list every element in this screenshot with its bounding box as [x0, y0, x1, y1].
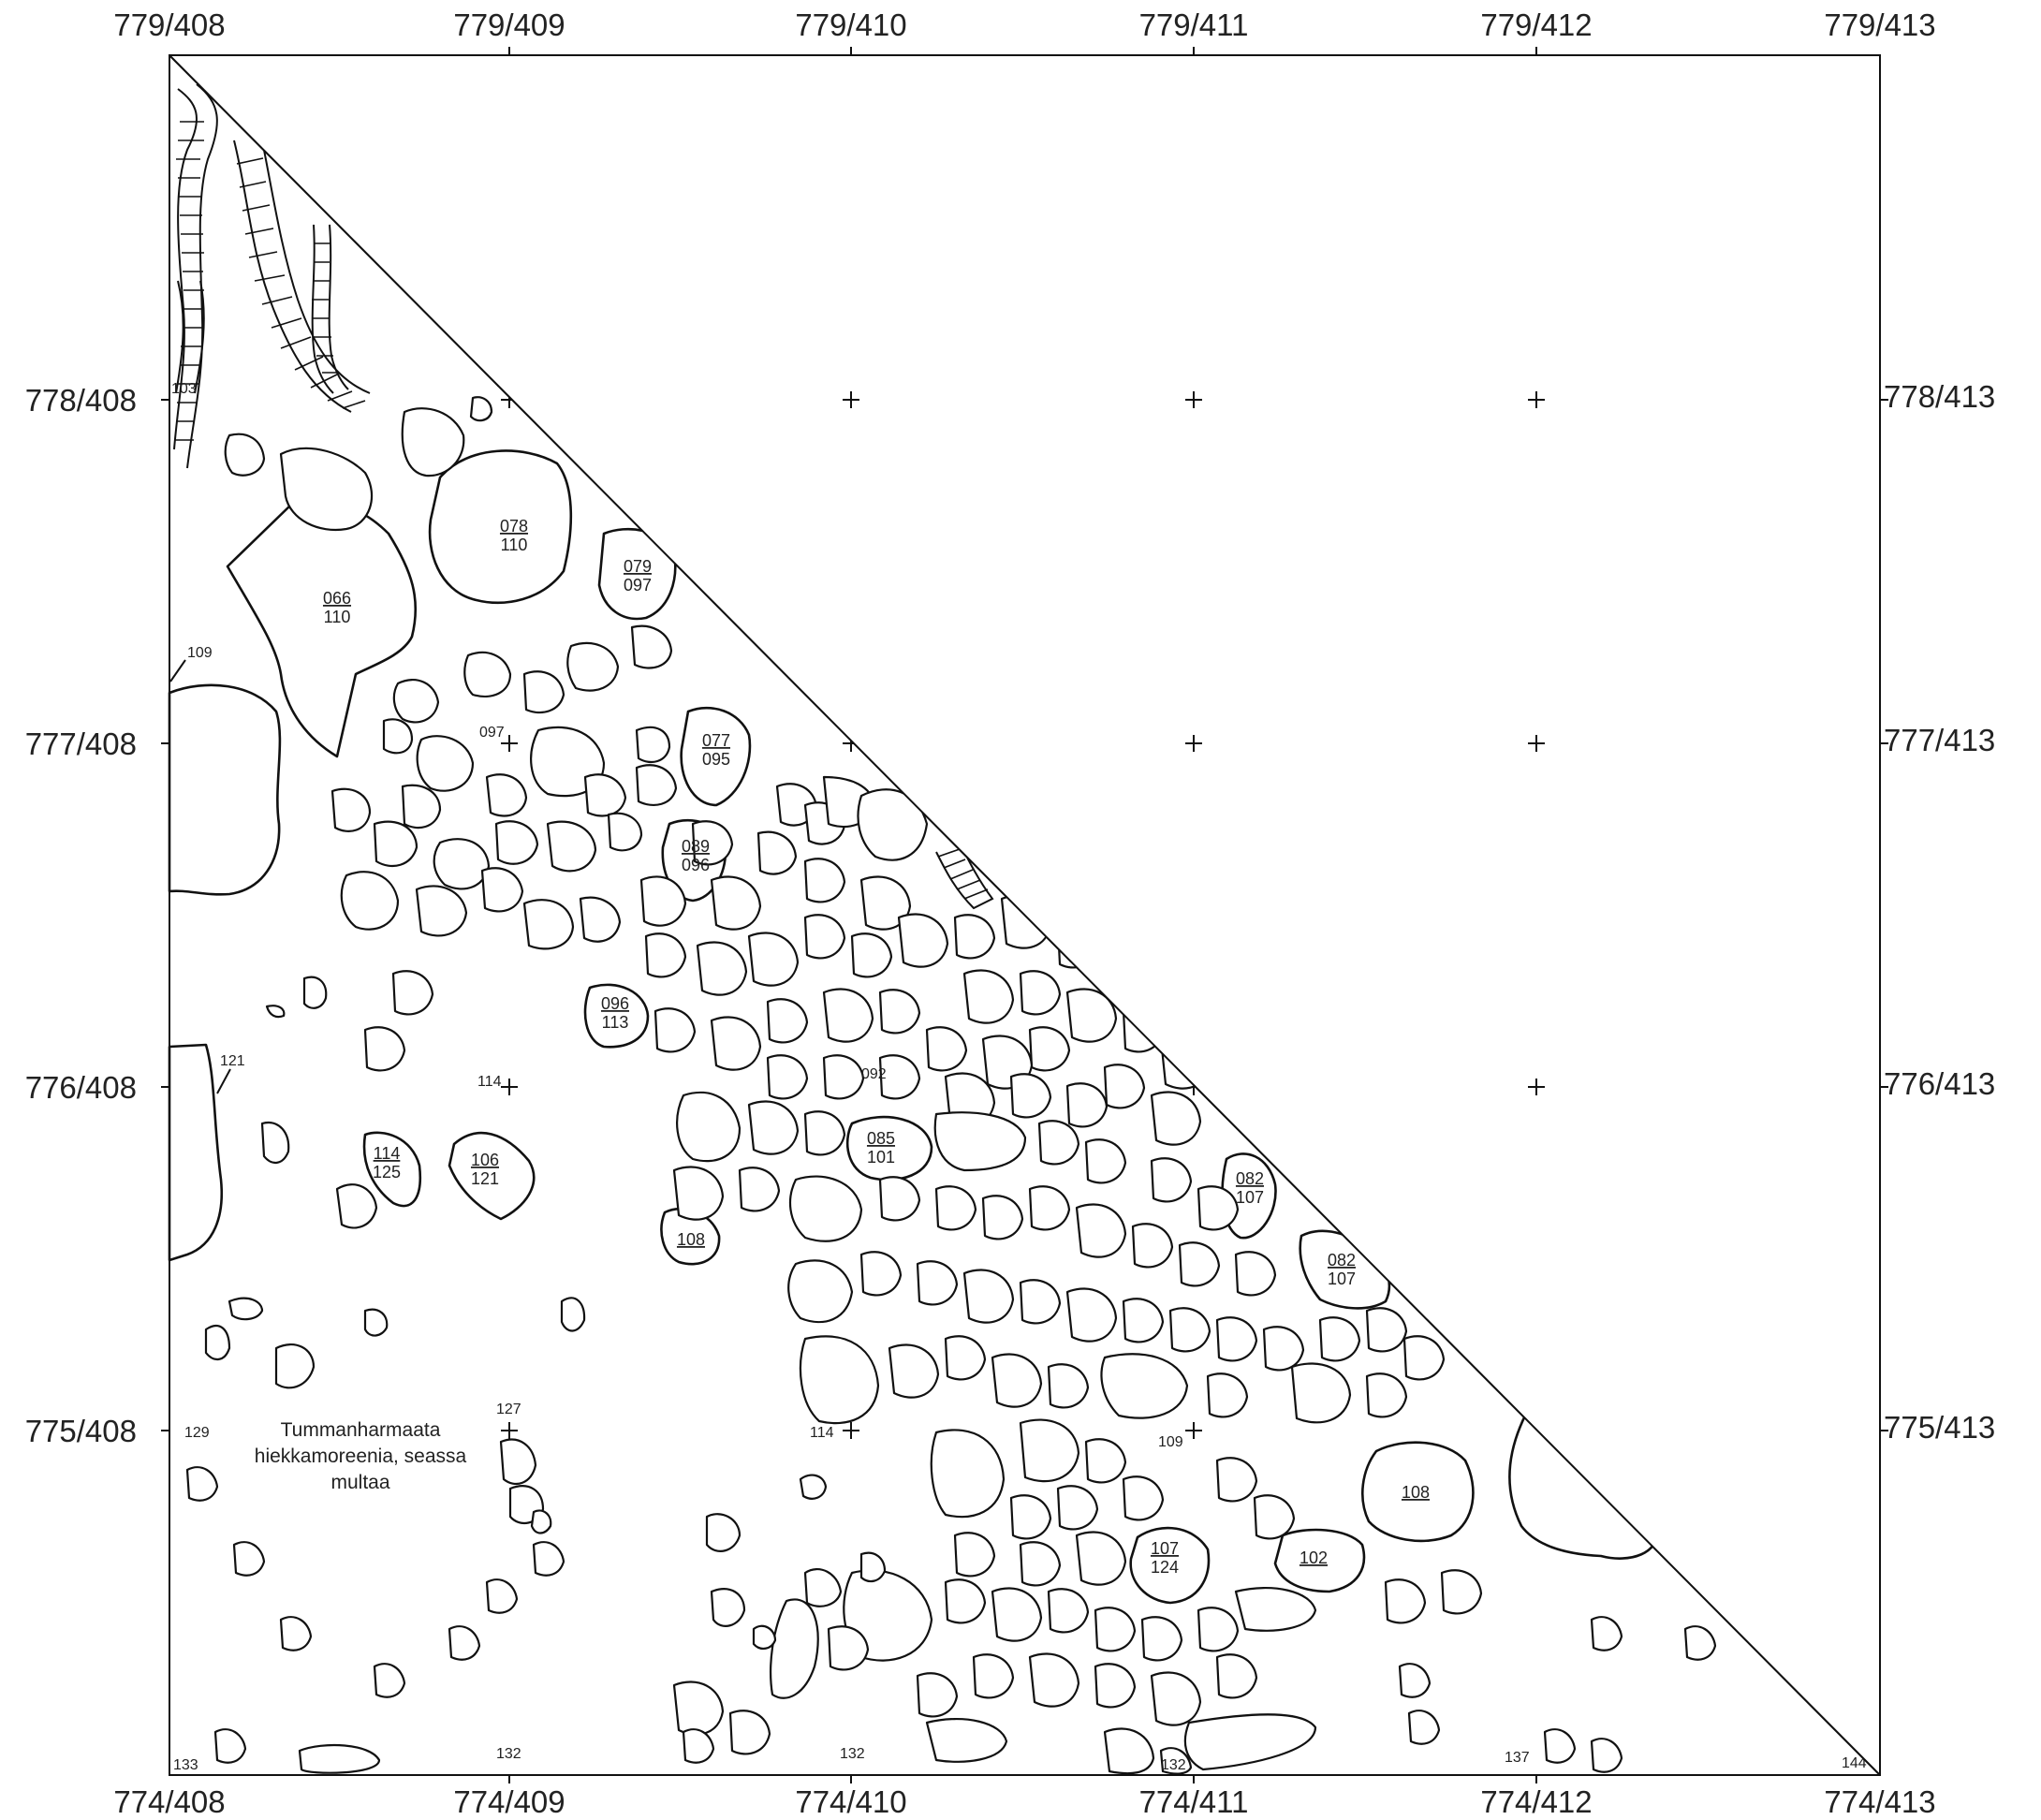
- stone-102: [1273, 1528, 1366, 1593]
- stone-096-113: [583, 983, 650, 1049]
- grid-label-left-1: 778/408: [25, 383, 137, 418]
- elevation-097: 097: [479, 725, 505, 741]
- stone-077-095: [680, 706, 752, 807]
- elevation-114-b: 114: [810, 1425, 834, 1441]
- stone-label-11-top: 082: [1328, 1251, 1356, 1270]
- stone-label-7-top: 085: [867, 1129, 895, 1148]
- grid-labels-right: 778/413 777/413 776/413 775/413: [1884, 379, 1995, 1445]
- stone-label-7-bottom: 101: [867, 1148, 895, 1167]
- elevation-132-b: 132: [840, 1746, 865, 1762]
- stone-label-9-top: 106: [471, 1151, 499, 1169]
- stone-label-14-bottom: 124: [1151, 1558, 1179, 1577]
- stone-label-5-top: 089: [682, 837, 710, 856]
- elevation-109-b: 109: [1158, 1434, 1183, 1450]
- stone-108b: [1361, 1441, 1475, 1543]
- stone-label-1-bottom: 110: [501, 536, 528, 554]
- stone-label-9-bottom: 121: [471, 1169, 499, 1188]
- grid-label-bottom-5: 774/412: [1480, 1784, 1592, 1819]
- stone-label-2-bottom: 097: [624, 576, 652, 594]
- stone-066-110: [226, 501, 418, 758]
- soil-note-line-1: Tummanharmaata: [281, 1419, 441, 1441]
- stone-label-8-bottom: 125: [373, 1163, 401, 1182]
- soil-note-line-2: hiekkamoreenia, seassa: [255, 1446, 467, 1467]
- elevation-127: 127: [496, 1402, 521, 1417]
- stone-label-12: 108: [677, 1230, 705, 1249]
- stone-106-121: [448, 1131, 536, 1221]
- elevation-121: 121: [220, 1053, 245, 1069]
- stone-level-labels: 078 110 079 097 066 110 077 095 089 096 …: [323, 517, 1430, 1577]
- stone-label-8-top: 114: [374, 1144, 401, 1163]
- stone-label-3-top: 066: [323, 589, 351, 608]
- stone-107-124: [1129, 1526, 1211, 1605]
- stone-114-125: [362, 1131, 422, 1208]
- elevation-132-c: 132: [1161, 1757, 1186, 1773]
- grid-labels-top: 779/408 779/409 779/410 779/411 779/412 …: [113, 7, 1935, 42]
- elevation-103: 103: [171, 381, 197, 397]
- grid-label-left-2: 777/408: [25, 727, 137, 761]
- stone-label-6-bottom: 113: [602, 1013, 629, 1032]
- stone-label-14-top: 107: [1151, 1539, 1179, 1558]
- grid-label-bottom-2: 774/409: [453, 1784, 565, 1819]
- labelled-stones: [226, 449, 1475, 1605]
- elevation-109: 109: [187, 645, 213, 661]
- stone-078-110: [428, 449, 573, 605]
- stone-085-101: [845, 1115, 933, 1182]
- stone-label-2-top: 079: [624, 557, 652, 576]
- stone-label-5-bottom: 096: [682, 856, 710, 874]
- grid-label-left-4: 775/408: [25, 1414, 137, 1448]
- stone-label-10-top: 082: [1236, 1169, 1264, 1188]
- stone-cluster: [185, 396, 1717, 1775]
- stone-label-10-bottom: 107: [1236, 1188, 1264, 1207]
- elevation-121-leader: [216, 1068, 231, 1094]
- grid-label-left-3: 776/408: [25, 1070, 137, 1105]
- grid-label-right-4: 775/413: [1884, 1410, 1995, 1445]
- grid-label-top-5: 779/412: [1480, 7, 1592, 42]
- stone-label-13: 108: [1402, 1483, 1430, 1502]
- stone-label-6-top: 096: [601, 994, 629, 1013]
- stone-label-4-top: 077: [702, 731, 730, 750]
- stone-label-1-top: 078: [500, 517, 528, 536]
- elevation-129: 129: [184, 1425, 210, 1441]
- grid-label-top-4: 779/411: [1139, 7, 1249, 42]
- grid-label-bottom-4: 774/411: [1139, 1784, 1249, 1819]
- elevation-109-leader: [169, 659, 186, 682]
- soil-features: [168, 683, 1659, 1560]
- stone-label-15: 102: [1299, 1548, 1328, 1567]
- elevation-114-a: 114: [477, 1074, 502, 1090]
- elevation-092-a: 092: [861, 1066, 887, 1082]
- stone-label-4-bottom: 095: [702, 750, 730, 769]
- grid-labels-left: 778/408 777/408 776/408 775/408: [25, 383, 137, 1448]
- soil-note: Tummanharmaata hiekkamoreenia, seassa mu…: [255, 1419, 467, 1493]
- elevation-132-a: 132: [496, 1746, 521, 1762]
- grid-labels-bottom: 774/408 774/409 774/410 774/411 774/412 …: [113, 1784, 1935, 1819]
- soil-note-line-3: multaa: [330, 1472, 389, 1493]
- grid-label-right-2: 777/413: [1884, 723, 1995, 757]
- elevation-137: 137: [1505, 1750, 1530, 1766]
- grid-label-top-2: 779/409: [453, 7, 565, 42]
- stone-label-11-bottom: 107: [1328, 1270, 1356, 1288]
- grid-label-top-1: 779/408: [113, 7, 225, 42]
- grid-label-right-3: 776/413: [1884, 1066, 1995, 1101]
- stone-label-3-bottom: 110: [324, 608, 351, 626]
- grid-label-top-3: 779/410: [795, 7, 906, 42]
- grid-label-top-6: 779/413: [1824, 7, 1935, 42]
- soil-feature-1: [168, 683, 282, 896]
- elevation-133: 133: [173, 1757, 198, 1773]
- tree-roots: [173, 83, 994, 910]
- grid-label-bottom-3: 774/410: [795, 1784, 906, 1819]
- grid-label-right-1: 778/413: [1884, 379, 1995, 414]
- elevation-144: 144: [1842, 1755, 1867, 1771]
- grid-label-bottom-1: 774/408: [113, 1784, 225, 1819]
- grid-label-bottom-6: 774/413: [1824, 1784, 1935, 1819]
- soil-feature-2: [168, 1043, 223, 1262]
